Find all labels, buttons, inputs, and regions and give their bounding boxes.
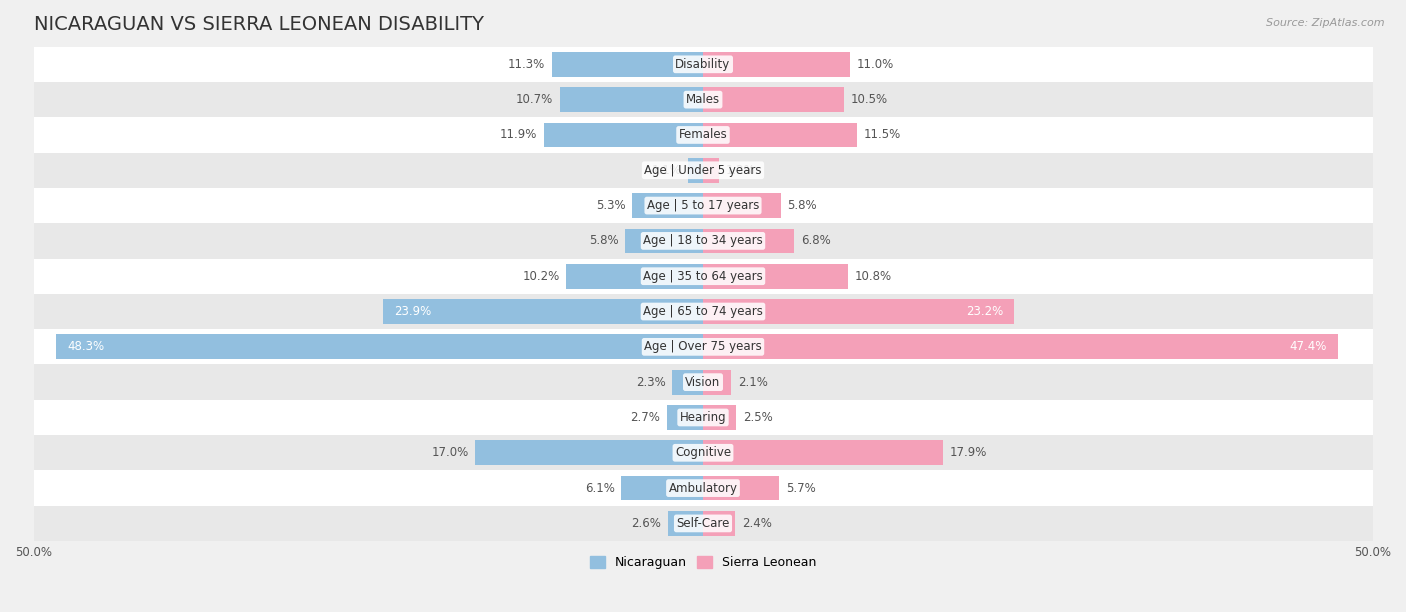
Text: Age | Over 75 years: Age | Over 75 years <box>644 340 762 353</box>
Text: Females: Females <box>679 129 727 141</box>
Bar <box>56 335 703 359</box>
Text: 5.3%: 5.3% <box>596 199 626 212</box>
Bar <box>382 299 703 324</box>
Text: 10.8%: 10.8% <box>855 270 891 283</box>
Text: Age | 5 to 17 years: Age | 5 to 17 years <box>647 199 759 212</box>
Bar <box>34 223 1372 258</box>
Text: NICARAGUAN VS SIERRA LEONEAN DISABILITY: NICARAGUAN VS SIERRA LEONEAN DISABILITY <box>34 15 484 34</box>
Text: 47.4%: 47.4% <box>1289 340 1327 353</box>
Bar <box>34 471 1372 506</box>
Bar <box>703 335 1337 359</box>
Legend: Nicaraguan, Sierra Leonean: Nicaraguan, Sierra Leonean <box>585 551 821 575</box>
Bar <box>668 511 703 536</box>
Bar <box>544 122 703 147</box>
Text: Ambulatory: Ambulatory <box>668 482 738 494</box>
Text: 17.9%: 17.9% <box>949 446 987 459</box>
Text: 2.1%: 2.1% <box>738 376 768 389</box>
Text: Vision: Vision <box>685 376 721 389</box>
Bar <box>34 294 1372 329</box>
Bar <box>703 476 779 501</box>
Text: 11.0%: 11.0% <box>858 58 894 71</box>
Text: 5.8%: 5.8% <box>589 234 619 247</box>
Bar <box>560 88 703 112</box>
Bar <box>34 188 1372 223</box>
Text: Age | 18 to 34 years: Age | 18 to 34 years <box>643 234 763 247</box>
Text: 1.2%: 1.2% <box>725 164 755 177</box>
Bar <box>34 365 1372 400</box>
Bar <box>626 228 703 253</box>
Text: Source: ZipAtlas.com: Source: ZipAtlas.com <box>1267 18 1385 28</box>
Bar <box>703 122 858 147</box>
Bar <box>34 82 1372 118</box>
Text: 2.6%: 2.6% <box>631 517 661 530</box>
Bar <box>703 264 848 289</box>
Bar <box>633 193 703 218</box>
Text: 11.5%: 11.5% <box>863 129 901 141</box>
Text: 5.7%: 5.7% <box>786 482 815 494</box>
Bar <box>703 158 718 182</box>
Text: 11.3%: 11.3% <box>508 58 546 71</box>
Text: 10.7%: 10.7% <box>516 93 553 106</box>
Text: Age | Under 5 years: Age | Under 5 years <box>644 164 762 177</box>
Bar <box>703 370 731 395</box>
Text: 23.9%: 23.9% <box>394 305 432 318</box>
Bar <box>551 52 703 76</box>
Bar <box>34 400 1372 435</box>
Text: 2.7%: 2.7% <box>630 411 661 424</box>
Text: 48.3%: 48.3% <box>67 340 104 353</box>
Text: Self-Care: Self-Care <box>676 517 730 530</box>
Text: 2.4%: 2.4% <box>742 517 772 530</box>
Bar <box>703 88 844 112</box>
Text: 11.9%: 11.9% <box>499 129 537 141</box>
Bar <box>475 441 703 465</box>
Text: Cognitive: Cognitive <box>675 446 731 459</box>
Text: Age | 65 to 74 years: Age | 65 to 74 years <box>643 305 763 318</box>
Text: Hearing: Hearing <box>679 411 727 424</box>
Bar <box>703 228 794 253</box>
Bar <box>703 193 780 218</box>
Text: 1.1%: 1.1% <box>652 164 682 177</box>
Bar <box>666 405 703 430</box>
Bar <box>703 405 737 430</box>
Bar <box>34 329 1372 365</box>
Bar <box>34 258 1372 294</box>
Bar <box>703 52 851 76</box>
Text: 2.5%: 2.5% <box>744 411 773 424</box>
Bar <box>34 152 1372 188</box>
Bar <box>689 158 703 182</box>
Text: 6.8%: 6.8% <box>801 234 831 247</box>
Bar <box>34 506 1372 541</box>
Text: 6.1%: 6.1% <box>585 482 614 494</box>
Bar <box>34 118 1372 152</box>
Text: 2.3%: 2.3% <box>636 376 665 389</box>
Bar <box>703 441 942 465</box>
Text: 10.2%: 10.2% <box>523 270 560 283</box>
Text: 17.0%: 17.0% <box>432 446 468 459</box>
Bar <box>703 299 1014 324</box>
Bar <box>672 370 703 395</box>
Bar <box>34 47 1372 82</box>
Text: 23.2%: 23.2% <box>966 305 1002 318</box>
Text: 5.8%: 5.8% <box>787 199 817 212</box>
Bar <box>34 435 1372 471</box>
Bar <box>621 476 703 501</box>
Text: Males: Males <box>686 93 720 106</box>
Bar <box>567 264 703 289</box>
Text: 10.5%: 10.5% <box>851 93 887 106</box>
Bar <box>703 511 735 536</box>
Text: Disability: Disability <box>675 58 731 71</box>
Text: Age | 35 to 64 years: Age | 35 to 64 years <box>643 270 763 283</box>
